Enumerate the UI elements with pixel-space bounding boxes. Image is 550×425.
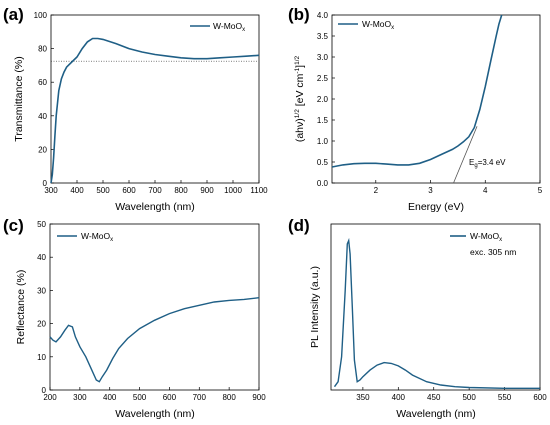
panel-d-x-tick-label: 600 (533, 393, 547, 402)
panel-a-x-tick-label: 400 (70, 186, 84, 195)
panel-c-x-tick-label: 600 (163, 393, 177, 402)
panel-d-x-tick-label: 450 (427, 393, 441, 402)
panel-a-ticks: 300 400 500 600 700 800 900 1000 1100 0 20 40 60 80 10… (34, 11, 269, 195)
panel-b-bandgap-annotation: Eg=3.4 eV (469, 158, 506, 169)
panel-c-x-tick-label: 200 (43, 393, 57, 402)
panel-a-plot-frame (50, 14, 260, 184)
panel-c-y-tick-label: 20 (37, 320, 46, 329)
panel-a-y-tick-label: 20 (38, 145, 47, 154)
panel-c-label: (c) (3, 216, 24, 235)
panel-d-label: (d) (288, 216, 310, 235)
panel-a-label: (a) (3, 5, 24, 24)
panel-b-y-tick-label: 0.0 (317, 179, 329, 188)
panel-c-x-tick-label: 800 (222, 393, 236, 402)
panel-d-x-axis-title: Wavelength (nm) (396, 408, 476, 420)
panel-d-excitation-note: exc. 305 nm (470, 247, 516, 257)
panel-b-y-tick-label: 1.0 (317, 137, 329, 146)
panel-b-ticks: 2 3 4 5 0.0 0.5 1.0 1.5 2.0 2.5 3.0 3.5 4.0 (317, 11, 543, 195)
panel-a-x-tick-label: 500 (96, 186, 110, 195)
panel-d-y-axis-title: PL Intensity (a.u.) (309, 266, 321, 348)
panel-a-y-tick-label: 80 (38, 45, 47, 54)
panel-b-tangent-line (453, 126, 478, 184)
panel-c-x-tick-label: 300 (73, 393, 87, 402)
panel-c-y-axis-title: Reflectance (%) (15, 270, 27, 345)
panel-c-series-line (49, 297, 260, 383)
panel-b-x-tick-label: 4 (483, 186, 488, 195)
panel-b-y-axis-title: (ahν)1/2 [eV cm-1]1/2 (294, 55, 306, 142)
panel-d-x-tick-label: 400 (392, 393, 406, 402)
panel-a-x-axis-title: Wavelength (nm) (115, 201, 195, 213)
panel-b-y-tick-label: 4.0 (317, 11, 329, 20)
panel-a-x-tick-label: 900 (200, 186, 214, 195)
panel-c-legend: W-MoOx (57, 231, 113, 243)
panel-a-legend-label: W-MoOx (213, 21, 245, 33)
panel-c-y-tick-label: 10 (37, 353, 46, 362)
panel-c-ticks: 200 300 400 500 600 700 800 900 0 10 20 30 40 50 (37, 220, 266, 402)
panel-c-x-tick-label: 700 (193, 393, 207, 402)
panel-d-ticks: 350 400 450 500 550 600 (356, 387, 547, 402)
panel-b-y-tick-label: 0.5 (317, 158, 329, 167)
panel-a: (a) 300 400 500 600 700 800 900 1000 1100 0 20 40 60… (3, 5, 268, 213)
panel-a-x-tick-label: 600 (122, 186, 136, 195)
panel-d-x-tick-label: 500 (462, 393, 476, 402)
panel-b-y-tick-label: 2.0 (317, 95, 329, 104)
panel-c-legend-label: W-MoOx (81, 231, 113, 243)
panel-a-y-tick-label: 60 (38, 78, 47, 87)
panel-c-y-tick-label: 50 (37, 220, 46, 229)
panel-d: (d) 350 400 450 500 550 600 W-MoOx exc. 305 n… (288, 216, 547, 420)
panel-a-series-line (50, 37, 260, 184)
panel-d-legend: W-MoOx exc. 305 nm (450, 231, 516, 257)
panel-c-y-tick-label: 40 (37, 253, 46, 262)
panel-d-series-line (333, 237, 540, 389)
panel-b-x-tick-label: 5 (538, 186, 543, 195)
panel-a-y-tick-label: 100 (34, 11, 48, 20)
panel-b-label: (b) (288, 5, 310, 24)
panel-c: (c) 200 300 400 500 600 700 800 90001020304050 … (3, 216, 266, 420)
panel-b-y-tick-label: 2.5 (317, 74, 329, 83)
panel-b-legend: W-MoOx (338, 19, 394, 31)
panel-c-x-tick-label: 500 (133, 393, 147, 402)
panel-a-y-tick-label: 40 (38, 112, 47, 121)
panel-d-x-tick-label: 350 (356, 393, 370, 402)
panel-a-y-tick-label: 0 (43, 179, 48, 188)
panel-d-plot-frame (330, 223, 541, 391)
panel-a-x-tick-label: 300 (44, 186, 58, 195)
panel-c-plot-frame (49, 223, 260, 391)
panel-d-legend-label: W-MoOx (470, 231, 502, 243)
panel-b-legend-label: W-MoOx (362, 19, 394, 31)
panel-b-y-tick-label: 3.5 (317, 32, 329, 41)
panel-c-y-tick-label: 30 (37, 286, 46, 295)
panel-a-x-tick-label: 700 (148, 186, 162, 195)
panel-a-x-tick-label: 1000 (224, 186, 242, 195)
panel-b-x-tick-label: 2 (374, 186, 379, 195)
panel-b-x-tick-label: 3 (428, 186, 433, 195)
panel-d-x-tick-label: 550 (498, 393, 512, 402)
panel-b-y-tick-label: 1.5 (317, 116, 329, 125)
panel-b: (b) 2 3 4 5 0.0 0.5 1.0 1.5 2.0 2.5 3.0 3.5 4.0 W-Mo… (288, 5, 543, 213)
panel-b-y-tick-label: 3.0 (317, 53, 329, 62)
panel-a-x-tick-label: 1100 (250, 186, 268, 195)
panel-c-x-axis-title: Wavelength (nm) (115, 408, 195, 420)
panel-a-y-axis-title: Transmittance (%) (13, 56, 25, 141)
panel-c-x-tick-label: 900 (252, 393, 266, 402)
panel-a-legend: W-MoOx (190, 21, 245, 33)
panel-c-x-tick-label: 400 (103, 393, 117, 402)
panel-b-series-line (331, 14, 503, 168)
panel-b-x-axis-title: Energy (eV) (408, 201, 464, 213)
panel-c-y-tick-label: 0 (42, 386, 47, 395)
panel-a-x-tick-label: 800 (174, 186, 188, 195)
